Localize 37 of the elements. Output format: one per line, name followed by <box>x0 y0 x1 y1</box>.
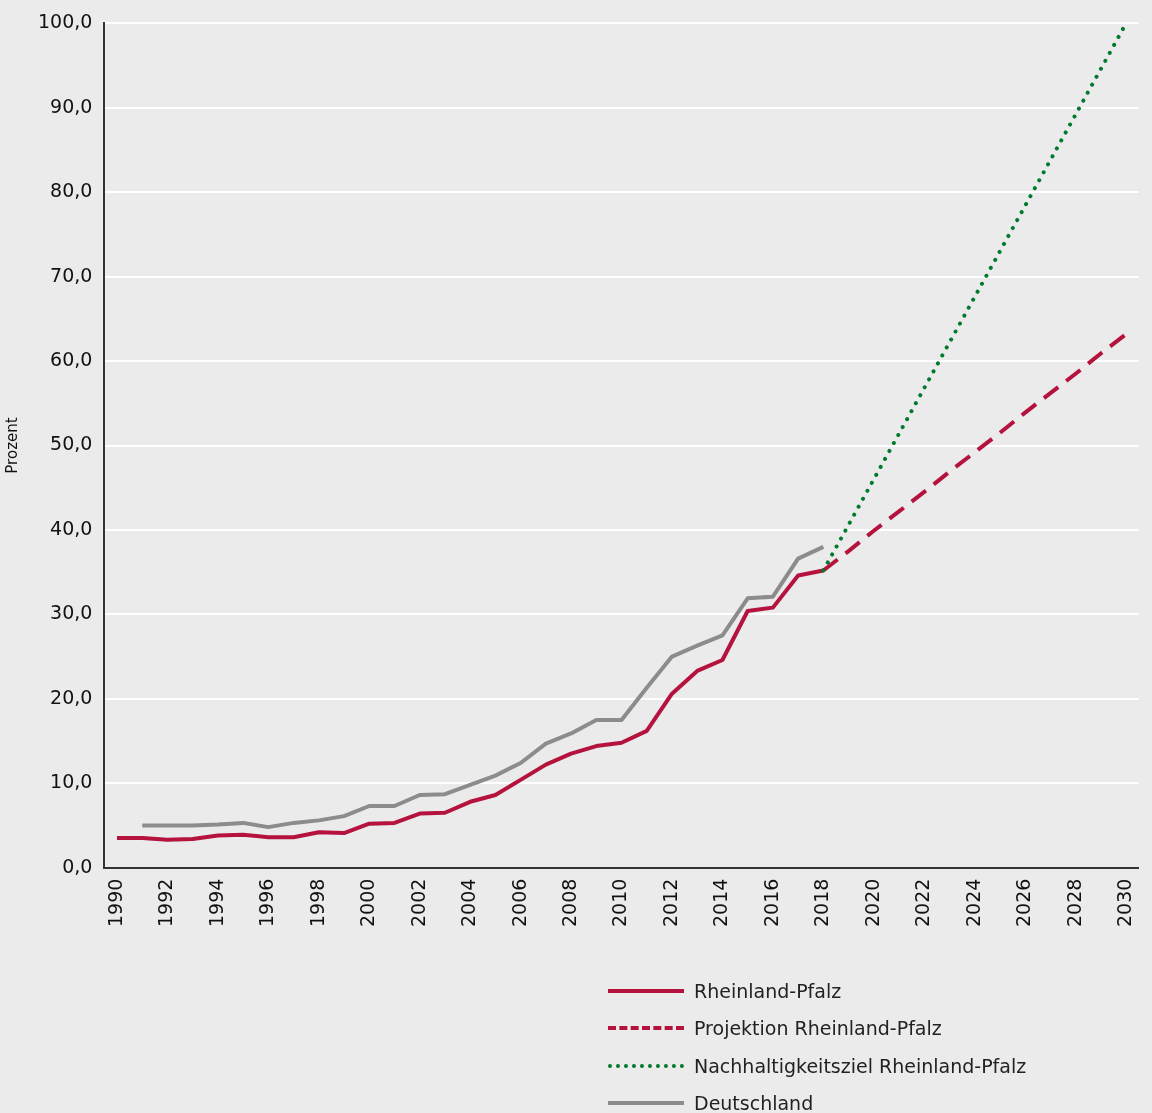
x-tick-label: 2022 <box>911 878 934 928</box>
y-tick-label: 90,0 <box>50 94 93 117</box>
y-tick-label: 20,0 <box>50 685 93 708</box>
x-tick-label: 2024 <box>961 878 984 928</box>
y-tick-label: 50,0 <box>50 432 93 455</box>
y-tick-label: 10,0 <box>50 770 93 793</box>
x-tick-label: 2020 <box>860 878 883 928</box>
x-tick-label: 2030 <box>1112 878 1135 928</box>
x-tick-label: 1992 <box>154 878 177 928</box>
legend-label: Deutschland <box>694 1092 814 1113</box>
y-tick-label: 100,0 <box>37 10 93 33</box>
y-tick-label: 30,0 <box>50 601 93 624</box>
y-axis-title: Prozent <box>2 417 21 474</box>
x-tick-label: 2004 <box>457 878 480 928</box>
y-tick-label: 80,0 <box>50 179 93 202</box>
y-tick-label: 0,0 <box>62 854 93 877</box>
x-tick-label: 2008 <box>558 878 581 928</box>
y-tick-label: 60,0 <box>50 348 93 371</box>
legend-label: Projektion Rheinland-Pfalz <box>694 1017 942 1040</box>
x-tick-label: 1998 <box>305 878 328 928</box>
x-tick-label: 2010 <box>608 878 631 928</box>
x-tick-label: 2026 <box>1012 878 1035 928</box>
x-tick-label: 1996 <box>255 878 278 928</box>
legend-label: Nachhaltigkeitsziel Rheinland-Pfalz <box>694 1054 1027 1077</box>
x-tick-label: 2006 <box>507 878 530 928</box>
y-tick-label: 40,0 <box>50 516 93 539</box>
x-tick-label: 2012 <box>658 878 681 928</box>
x-tick-label: 1994 <box>204 878 227 928</box>
x-tick-label: 1990 <box>103 878 126 928</box>
x-tick-label: 2028 <box>1062 878 1085 928</box>
x-tick-label: 2018 <box>810 878 833 928</box>
x-tick-label: 2000 <box>356 878 379 928</box>
legend-label: Rheinland-Pfalz <box>694 979 842 1002</box>
x-tick-label: 2002 <box>406 878 429 928</box>
x-tick-label: 2016 <box>759 878 782 928</box>
x-tick-label: 2014 <box>709 878 732 928</box>
y-tick-label: 70,0 <box>50 263 93 286</box>
